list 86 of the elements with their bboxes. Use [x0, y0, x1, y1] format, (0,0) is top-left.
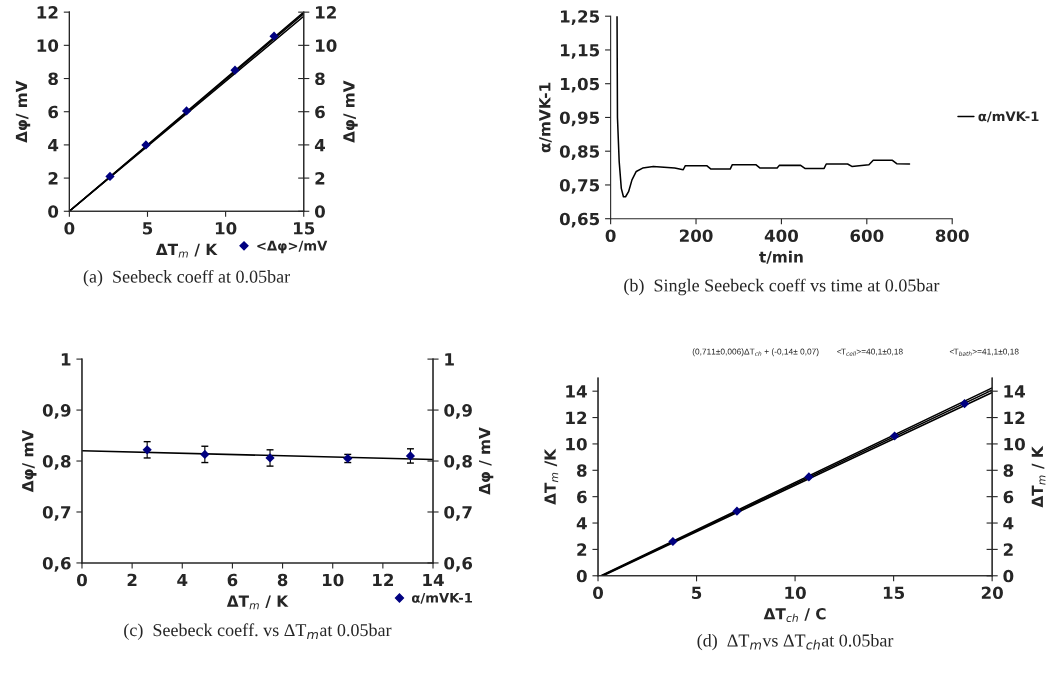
x-tick-label: 0 [76, 573, 87, 587]
y2-tick-label: 14 [1004, 385, 1025, 398]
legend-label: <Δφ>/mV [257, 240, 328, 254]
text: (d) ΔT$_{m}$vs ΔT$_{ch}$at 0.05bar [697, 633, 894, 651]
y2-tick-label: 8 [315, 72, 325, 86]
y-tick-label: 8 [48, 72, 58, 86]
x-tick-label: 200 [679, 229, 713, 243]
y-tick-label: 0,95 [559, 111, 600, 127]
y-tick-label: 4 [48, 139, 59, 152]
y-tick-label: 12 [37, 6, 58, 19]
x-tick-label: 20 [981, 586, 1003, 600]
y2-tick-label: 12 [1004, 411, 1025, 424]
y2-tick-label: 8 [1003, 464, 1014, 477]
x-tick-label: 400 [764, 229, 799, 243]
x-tick-label: 800 [935, 229, 969, 243]
y2-tick-label: 0,9 [444, 404, 472, 419]
y-axis-title: α/mVK-1 [539, 82, 552, 153]
y-tick-label: 6 [48, 105, 59, 119]
y2-tick-label: 4 [1003, 517, 1014, 530]
y-tick-label: 0,8 [42, 454, 71, 470]
y-tick-label: 8 [577, 464, 587, 477]
y2-tick-label: 0,6 [444, 556, 473, 572]
y2-axis-title: Δφ/ mV [343, 80, 358, 143]
y-tick-label: 0,7 [42, 505, 71, 521]
x-tick-label: 6 [227, 573, 238, 587]
y-tick-label: 10 [37, 39, 59, 52]
legend-label: α/mVK-1 [978, 111, 1039, 123]
y2-tick-label: 0,7 [444, 505, 472, 521]
x-axis-title: t/min [759, 250, 803, 264]
x-tick-label: 4 [177, 573, 188, 587]
y2-tick-label: 6 [315, 105, 325, 119]
y2-tick-label: 6 [1003, 490, 1014, 504]
y-tick-label: 1,05 [560, 77, 600, 93]
y-axis-title: ΔT$_{m}$ /K [544, 448, 559, 505]
y2-tick-label: 0 [314, 205, 325, 218]
y2-tick-label: 1 [445, 353, 454, 366]
x-tick-label: 10 [323, 573, 344, 587]
text: (b) Single Seebeck coeff vs time at 0.05bar [624, 278, 940, 296]
y-axis-title: Δφ/ mV [15, 80, 31, 143]
text: (a) Seebeck coeff at 0.05bar [83, 269, 290, 287]
y-tick-label: 6 [577, 490, 587, 504]
x-tick-label: 10 [785, 586, 806, 600]
x-tick-label: 14 [423, 573, 444, 587]
y-tick-label: 0,75 [559, 178, 600, 194]
y-axis-title: Δφ/ mV [22, 429, 37, 493]
y2-tick-label: 12 [316, 6, 336, 19]
y-tick-label: 1,25 [560, 10, 600, 25]
y2-axis-title: Δφ / mV [478, 427, 494, 495]
y2-tick-label: 2 [315, 172, 325, 185]
y-tick-label: 0,85 [559, 145, 600, 160]
x-tick-label: 12 [373, 573, 394, 587]
x-tick-label: 10 [215, 221, 237, 235]
y-tick-label: 4 [576, 517, 587, 530]
x-tick-label: 0 [605, 229, 616, 243]
y2-tick-label: 10 [316, 39, 337, 52]
x-tick-label: 8 [277, 573, 288, 587]
y-tick-label: 14 [566, 385, 587, 398]
text: <T$_{bath}$>=41,1±0,18 [949, 348, 1019, 356]
x-tick-label: 15 [294, 222, 315, 235]
y2-tick-label: 10 [1004, 437, 1025, 451]
x-tick-label: 600 [850, 229, 884, 243]
y2-tick-label: 4 [314, 139, 325, 152]
y-tick-label: 0,65 [559, 212, 600, 228]
y2-axis-title: ΔT$_{m}$ / K [1031, 445, 1046, 508]
text: <T$_{cell}$>=40,1±0,18 [837, 348, 903, 356]
y-tick-label: 10 [566, 437, 587, 451]
y2-tick-label: 0,8 [444, 454, 472, 470]
x-axis-title: ΔT$_{m}$ / K [155, 243, 218, 258]
legend-label: α/mVK-1 [411, 592, 473, 604]
y-tick-label: 0 [48, 205, 59, 218]
y-tick-label: 2 [48, 172, 58, 185]
x-tick-label: 15 [883, 586, 905, 600]
y-tick-label: 12 [566, 411, 587, 424]
y-tick-label: 1 [61, 353, 71, 366]
x-axis-title: ΔT$_{m}$ / K [226, 595, 289, 610]
text: (0,711±0,006)ΔT$_{ch}$ + (-0,14± 0,07) [692, 348, 819, 357]
y-tick-label: 0,9 [42, 404, 71, 419]
x-axis-title: ΔT$_{ch}$ / C [763, 608, 826, 623]
y-tick-label: 0,6 [42, 556, 71, 572]
y-tick-label: 1,15 [560, 44, 600, 59]
x-tick-label: 5 [692, 586, 702, 600]
y-tick-label: 2 [577, 543, 587, 556]
y2-tick-label: 2 [1003, 543, 1013, 556]
x-tick-label: 5 [142, 222, 153, 235]
text: (c) Seebeck coeff. vs ΔT$_{m}$at 0.05bar [124, 623, 392, 640]
x-tick-label: 2 [127, 573, 137, 587]
